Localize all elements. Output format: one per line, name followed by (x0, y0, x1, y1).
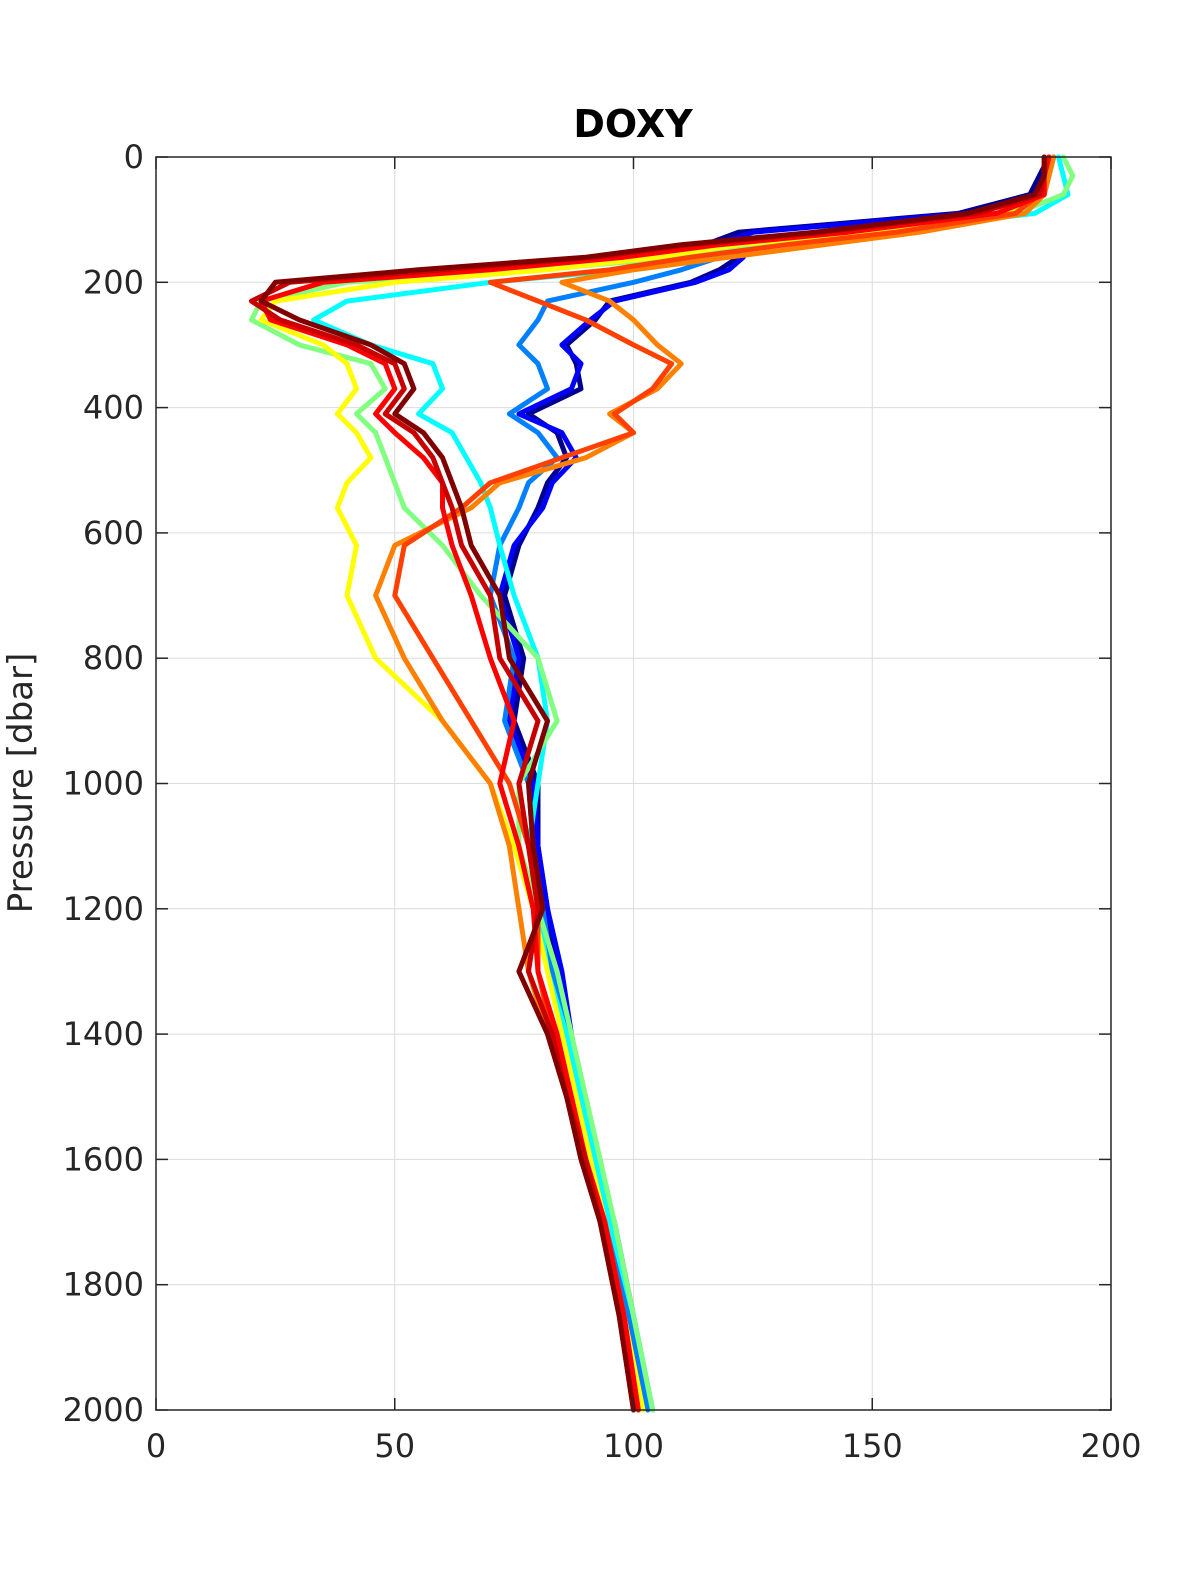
x-tick-label: 0 (146, 1427, 166, 1465)
series-line-7 (373, 154, 1057, 1413)
data-series (249, 154, 1076, 1413)
x-tick-label: 50 (374, 1427, 415, 1465)
y-tick-label: 0 (124, 138, 144, 176)
x-tick-label: 150 (842, 1427, 903, 1465)
y-tick-label: 1000 (63, 765, 144, 803)
grid (155, 156, 1112, 1411)
y-tick-label: 200 (83, 263, 144, 301)
x-tick-label: 200 (1080, 1427, 1141, 1465)
series-line-11 (258, 154, 1047, 1413)
series-line-9 (258, 154, 1052, 1413)
y-tick-label: 1800 (63, 1266, 144, 1304)
series-line-6 (258, 154, 1047, 1413)
series-line-8 (392, 154, 1052, 1413)
ticks: 0 50 100 150 2000200400600800100012001400160… (63, 138, 1142, 1465)
x-tick-label: 100 (603, 1427, 664, 1465)
series-line-5 (249, 154, 1076, 1413)
y-tick-label: 2000 (63, 1391, 144, 1429)
y-axis-label: Pressure [dbar] (1, 653, 41, 914)
y-tick-label: 400 (83, 389, 144, 427)
y-tick-label: 600 (83, 514, 144, 552)
y-tick-label: 1200 (63, 890, 144, 928)
y-tick-label: 800 (83, 639, 144, 677)
y-tick-label: 1400 (63, 1015, 144, 1053)
y-tick-label: 1600 (63, 1140, 144, 1178)
chart-title: DOXY (573, 102, 693, 146)
